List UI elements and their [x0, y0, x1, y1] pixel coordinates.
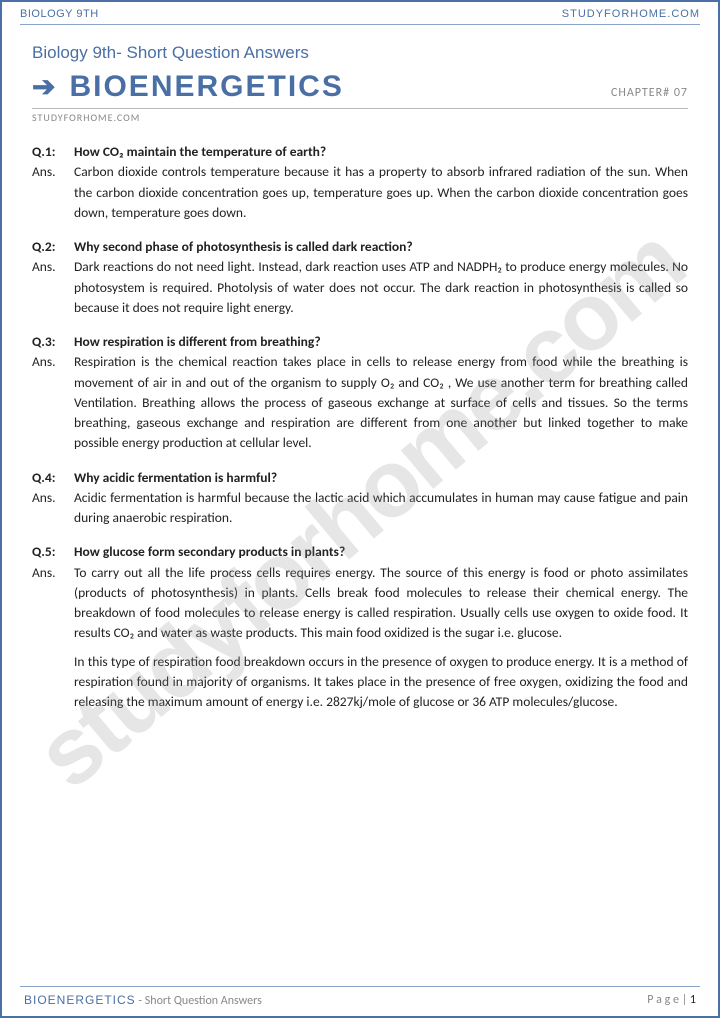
question-text: How respiration is different from breath…: [74, 332, 688, 352]
question-label: Q.3:: [32, 332, 74, 352]
qa-block: Q.3:How respiration is different from br…: [32, 332, 688, 454]
answer-paragraph: Respiration is the chemical reaction tak…: [74, 352, 688, 453]
answer-paragraph: Carbon dioxide controls temperature beca…: [74, 162, 688, 223]
answer-text: Dark reactions do not need light. Instea…: [74, 257, 688, 318]
title-left: ➔ BIOENERGETICS: [32, 69, 344, 104]
answer-text: To carry out all the life process cells …: [74, 563, 688, 713]
header-left: BIOLOGY 9TH: [20, 8, 99, 20]
qa-block: Q.1:How CO₂ maintain the temperature of …: [32, 142, 688, 223]
answer-row: Ans.Dark reactions do not need light. In…: [32, 257, 688, 318]
footer-title: BIOENERGETICS: [24, 993, 136, 1007]
header-bar: BIOLOGY 9TH STUDYFORHOME.COM: [2, 2, 718, 24]
answer-paragraph: In this type of respiration food breakdo…: [74, 652, 688, 713]
answer-label: Ans.: [32, 257, 74, 318]
answer-paragraph: Acidic fermentation is harmful because t…: [74, 488, 688, 529]
qa-block: Q.2:Why second phase of photosynthesis i…: [32, 237, 688, 318]
answer-label: Ans.: [32, 162, 74, 223]
question-text: Why acidic fermentation is harmful?: [74, 468, 688, 488]
answer-row: Ans.To carry out all the life process ce…: [32, 563, 688, 713]
answer-label: Ans.: [32, 488, 74, 529]
content-area: Q.1:How CO₂ maintain the temperature of …: [2, 138, 718, 712]
qa-block: Q.4:Why acidic fermentation is harmful?A…: [32, 468, 688, 529]
question-text: How CO₂ maintain the temperature of eart…: [74, 142, 688, 162]
page-label: P a g e: [647, 993, 681, 1007]
answer-text: Carbon dioxide controls temperature beca…: [74, 162, 688, 223]
footer-right: P a g e | 1: [647, 993, 696, 1008]
header-right: STUDYFORHOME.COM: [562, 8, 700, 20]
answer-row: Ans.Carbon dioxide controls temperature …: [32, 162, 688, 223]
page-number: 1: [690, 993, 696, 1007]
question-label: Q.4:: [32, 468, 74, 488]
answer-row: Ans.Respiration is the chemical reaction…: [32, 352, 688, 453]
question-row: Q.2:Why second phase of photosynthesis i…: [32, 237, 688, 257]
question-row: Q.1:How CO₂ maintain the temperature of …: [32, 142, 688, 162]
answer-label: Ans.: [32, 352, 74, 453]
answer-text: Acidic fermentation is harmful because t…: [74, 488, 688, 529]
answer-row: Ans.Acidic fermentation is harmful becau…: [32, 488, 688, 529]
site-small: STUDYFORHOME.COM: [2, 109, 718, 138]
main-title: BIOENERGETICS: [69, 70, 343, 104]
footer-left: BIOENERGETICS - Short Question Answers: [24, 993, 262, 1008]
question-text: How glucose form secondary products in p…: [74, 542, 688, 562]
question-row: Q.3:How respiration is different from br…: [32, 332, 688, 352]
chapter-label: CHAPTER# 07: [611, 86, 688, 100]
footer-sub: - Short Question Answers: [136, 994, 262, 1008]
arrow-icon: ➔: [32, 69, 55, 104]
question-label: Q.5:: [32, 542, 74, 562]
question-row: Q.4:Why acidic fermentation is harmful?: [32, 468, 688, 488]
answer-label: Ans.: [32, 563, 74, 713]
footer: BIOENERGETICS - Short Question Answers P…: [20, 986, 700, 1016]
title-row: ➔ BIOENERGETICS CHAPTER# 07: [2, 69, 718, 108]
subtitle: Biology 9th- Short Question Answers: [2, 25, 718, 69]
answer-paragraph: To carry out all the life process cells …: [74, 563, 688, 644]
question-label: Q.1:: [32, 142, 74, 162]
page-sep: |: [682, 993, 690, 1007]
answer-paragraph: Dark reactions do not need light. Instea…: [74, 257, 688, 318]
document-page: studyforhome.com BIOLOGY 9TH STUDYFORHOM…: [0, 0, 720, 1018]
question-label: Q.2:: [32, 237, 74, 257]
question-row: Q.5:How glucose form secondary products …: [32, 542, 688, 562]
qa-block: Q.5:How glucose form secondary products …: [32, 542, 688, 712]
question-text: Why second phase of photosynthesis is ca…: [74, 237, 688, 257]
answer-text: Respiration is the chemical reaction tak…: [74, 352, 688, 453]
